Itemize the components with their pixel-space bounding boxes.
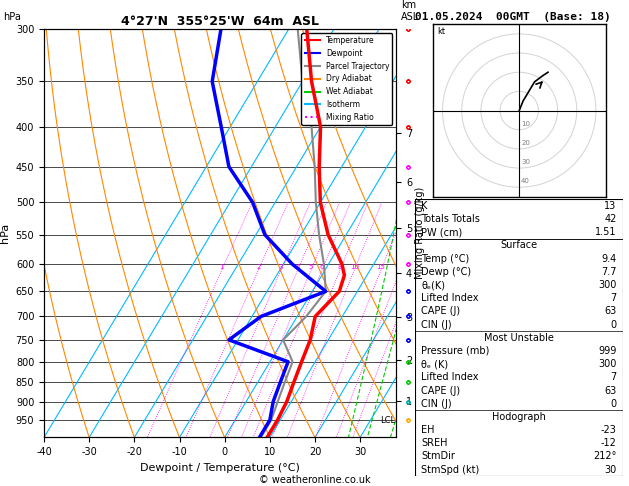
Text: 10: 10 bbox=[521, 121, 530, 127]
Y-axis label: hPa: hPa bbox=[0, 223, 10, 243]
Text: 42: 42 bbox=[604, 214, 616, 224]
Text: Dewp (°C): Dewp (°C) bbox=[421, 267, 472, 277]
Text: 63: 63 bbox=[604, 306, 616, 316]
Text: CAPE (J): CAPE (J) bbox=[421, 385, 460, 396]
Text: 300: 300 bbox=[598, 280, 616, 290]
Title: 4°27'N  355°25'W  64m  ASL: 4°27'N 355°25'W 64m ASL bbox=[121, 15, 319, 28]
Text: 10: 10 bbox=[350, 264, 359, 270]
X-axis label: Dewpoint / Temperature (°C): Dewpoint / Temperature (°C) bbox=[140, 463, 300, 473]
Text: 7.7: 7.7 bbox=[601, 267, 616, 277]
Text: 1.51: 1.51 bbox=[595, 227, 616, 237]
Text: StmDir: StmDir bbox=[421, 451, 455, 462]
Text: θₑ (K): θₑ (K) bbox=[421, 359, 448, 369]
Text: hPa: hPa bbox=[3, 12, 21, 22]
Text: km
ASL: km ASL bbox=[401, 0, 420, 22]
Text: 212°: 212° bbox=[593, 451, 616, 462]
Text: 0: 0 bbox=[610, 399, 616, 409]
Text: 20: 20 bbox=[521, 140, 530, 146]
Text: K: K bbox=[421, 201, 428, 211]
Y-axis label: Mixing Ratio (g/kg): Mixing Ratio (g/kg) bbox=[415, 187, 425, 279]
Text: CIN (J): CIN (J) bbox=[421, 399, 452, 409]
Text: Lifted Index: Lifted Index bbox=[421, 372, 479, 382]
Text: Totals Totals: Totals Totals bbox=[421, 214, 481, 224]
Text: 300: 300 bbox=[598, 359, 616, 369]
Text: -12: -12 bbox=[601, 438, 616, 448]
Text: 8: 8 bbox=[338, 264, 342, 270]
Text: θₑ(K): θₑ(K) bbox=[421, 280, 445, 290]
Text: CAPE (J): CAPE (J) bbox=[421, 306, 460, 316]
Text: -23: -23 bbox=[601, 425, 616, 435]
Text: SREH: SREH bbox=[421, 438, 448, 448]
Text: 6: 6 bbox=[320, 264, 325, 270]
Text: 7: 7 bbox=[610, 372, 616, 382]
Text: 1: 1 bbox=[220, 264, 224, 270]
Text: kt: kt bbox=[437, 27, 445, 36]
Text: 999: 999 bbox=[598, 346, 616, 356]
Text: Pressure (mb): Pressure (mb) bbox=[421, 346, 490, 356]
Text: Temp (°C): Temp (°C) bbox=[421, 254, 470, 263]
Text: EH: EH bbox=[421, 425, 435, 435]
Text: LCL: LCL bbox=[380, 416, 395, 425]
Text: 63: 63 bbox=[604, 385, 616, 396]
Text: 40: 40 bbox=[521, 178, 530, 184]
Text: 7: 7 bbox=[610, 293, 616, 303]
Text: 01.05.2024  00GMT  (Base: 18): 01.05.2024 00GMT (Base: 18) bbox=[415, 12, 611, 22]
Text: 3: 3 bbox=[279, 264, 284, 270]
Text: 0: 0 bbox=[610, 320, 616, 330]
Text: Hodograph: Hodograph bbox=[492, 412, 546, 422]
Text: 9.4: 9.4 bbox=[601, 254, 616, 263]
Legend: Temperature, Dewpoint, Parcel Trajectory, Dry Adiabat, Wet Adiabat, Isotherm, Mi: Temperature, Dewpoint, Parcel Trajectory… bbox=[301, 33, 392, 125]
Text: Most Unstable: Most Unstable bbox=[484, 333, 554, 343]
Text: 30: 30 bbox=[604, 465, 616, 475]
Text: 13: 13 bbox=[604, 201, 616, 211]
Text: StmSpd (kt): StmSpd (kt) bbox=[421, 465, 480, 475]
Text: Surface: Surface bbox=[500, 241, 538, 250]
Text: 4: 4 bbox=[296, 264, 300, 270]
Text: 15: 15 bbox=[377, 264, 386, 270]
Text: 2: 2 bbox=[256, 264, 260, 270]
Text: PW (cm): PW (cm) bbox=[421, 227, 462, 237]
Text: CIN (J): CIN (J) bbox=[421, 320, 452, 330]
Text: 30: 30 bbox=[521, 159, 530, 165]
Text: 5: 5 bbox=[309, 264, 313, 270]
Text: © weatheronline.co.uk: © weatheronline.co.uk bbox=[259, 475, 370, 485]
Text: Lifted Index: Lifted Index bbox=[421, 293, 479, 303]
